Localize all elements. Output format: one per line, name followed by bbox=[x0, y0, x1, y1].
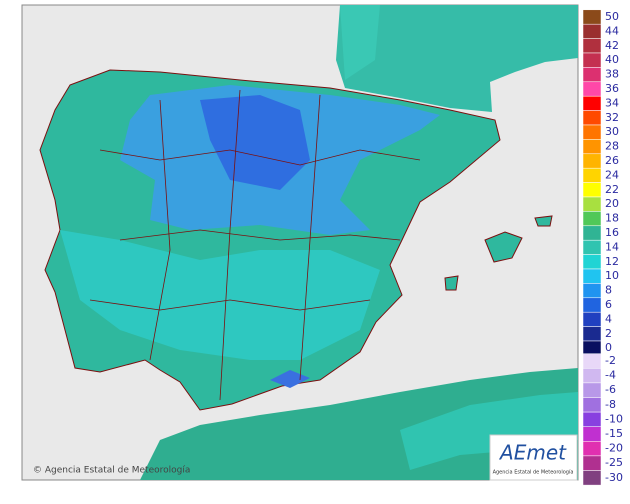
border bbox=[89, 299, 371, 311]
legend-label: 4 bbox=[605, 312, 612, 325]
legend-swatch bbox=[582, 81, 602, 97]
legend-label: -15 bbox=[605, 427, 623, 440]
legend-swatch bbox=[582, 426, 602, 442]
legend-label: -8 bbox=[605, 398, 616, 411]
legend-swatch bbox=[582, 239, 602, 255]
legend-label: 42 bbox=[605, 39, 619, 52]
legend-swatch bbox=[582, 95, 602, 111]
legend-swatch bbox=[582, 340, 602, 356]
legend-label: 2 bbox=[605, 327, 612, 340]
legend-swatch bbox=[582, 153, 602, 169]
logo-subtitle: Agencia Estatal de Meteorología bbox=[493, 469, 574, 476]
menorca bbox=[534, 215, 553, 227]
legend-swatch bbox=[582, 283, 602, 299]
legend-label: 30 bbox=[605, 125, 619, 138]
legend-swatch bbox=[582, 326, 602, 342]
border bbox=[119, 229, 401, 241]
legend-label: 16 bbox=[605, 226, 619, 239]
logo-name: AEmet bbox=[498, 441, 567, 465]
legend-label: 8 bbox=[605, 284, 612, 297]
legend-swatch bbox=[582, 139, 602, 155]
legend-swatch bbox=[582, 23, 602, 39]
france bbox=[336, 5, 578, 112]
legend-label: 28 bbox=[605, 140, 619, 153]
legend-label: 44 bbox=[605, 24, 619, 37]
legend-swatch bbox=[582, 455, 602, 471]
legend-label: -10 bbox=[605, 412, 623, 425]
borders bbox=[89, 89, 421, 401]
legend-swatch bbox=[582, 196, 602, 212]
legend-label: 6 bbox=[605, 298, 612, 311]
legend-swatch bbox=[582, 441, 602, 457]
legend-label: 22 bbox=[605, 183, 619, 196]
ibiza bbox=[444, 275, 459, 291]
colder-area bbox=[200, 95, 310, 190]
legend-label: -25 bbox=[605, 456, 623, 469]
legend-swatch bbox=[582, 382, 602, 398]
copyright: © Agencia Estatal de Meteorología bbox=[33, 466, 190, 476]
legend-swatch bbox=[582, 411, 602, 427]
legend-label: 40 bbox=[605, 53, 619, 66]
legend-swatch bbox=[582, 167, 602, 183]
border bbox=[99, 149, 421, 166]
legend-swatch bbox=[582, 211, 602, 227]
legend-swatch bbox=[582, 38, 602, 54]
legend-swatch bbox=[582, 67, 602, 83]
legend-swatch bbox=[582, 124, 602, 140]
legend-swatch bbox=[582, 182, 602, 198]
legend-swatch bbox=[582, 397, 602, 413]
legend-label: -2 bbox=[605, 354, 616, 367]
legend-swatch bbox=[582, 254, 602, 270]
legend-label: 34 bbox=[605, 96, 619, 109]
legend-swatch bbox=[582, 9, 602, 25]
legend-label: 0 bbox=[605, 341, 612, 354]
africa-coast bbox=[400, 392, 578, 470]
legend-swatch bbox=[582, 52, 602, 68]
legend-swatch bbox=[582, 368, 602, 384]
legend-label: 14 bbox=[605, 240, 619, 253]
legend-label: 20 bbox=[605, 197, 619, 210]
legend-label: 26 bbox=[605, 154, 619, 167]
legend-swatch bbox=[582, 311, 602, 327]
mallorca bbox=[484, 231, 523, 263]
legend-label: -4 bbox=[605, 369, 616, 382]
legend-swatch bbox=[582, 268, 602, 284]
legend-label: 10 bbox=[605, 269, 619, 282]
legend-label: 12 bbox=[605, 255, 619, 268]
legend-label: -30 bbox=[605, 471, 623, 484]
legend-label: 38 bbox=[605, 68, 619, 81]
legend-swatch bbox=[582, 353, 602, 369]
legend-swatch bbox=[582, 110, 602, 126]
legend-label: 36 bbox=[605, 82, 619, 95]
legend-label: 50 bbox=[605, 10, 619, 23]
france-north bbox=[340, 5, 380, 80]
legend-swatch bbox=[582, 297, 602, 313]
legend-swatch bbox=[582, 470, 602, 486]
legend-swatch bbox=[582, 225, 602, 241]
logo-box bbox=[489, 434, 578, 481]
legend-label: -20 bbox=[605, 442, 623, 455]
border bbox=[149, 89, 321, 401]
legend: 5044424038363432302826242220181614121086… bbox=[582, 9, 623, 486]
legend-label: 32 bbox=[605, 111, 619, 124]
legend-label: 24 bbox=[605, 168, 619, 181]
central-area bbox=[60, 230, 380, 360]
legend-label: 18 bbox=[605, 212, 619, 225]
legend-label: -6 bbox=[605, 383, 616, 396]
